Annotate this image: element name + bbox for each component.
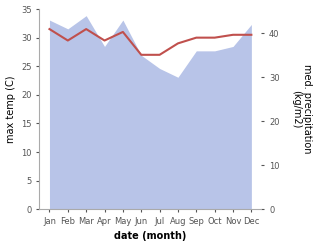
X-axis label: date (month): date (month)	[114, 231, 187, 242]
Y-axis label: med. precipitation
(kg/m2): med. precipitation (kg/m2)	[291, 64, 313, 154]
Y-axis label: max temp (C): max temp (C)	[5, 75, 16, 143]
